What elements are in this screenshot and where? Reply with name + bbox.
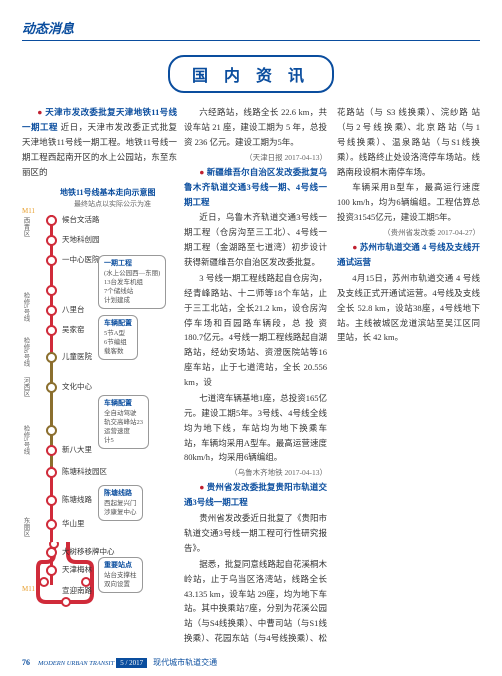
body-text: 六经路站，线路全长 22.6 km，共设车站 21 座，建设工期为 5 年，总投…	[184, 105, 327, 150]
body-text: 车辆采用B型车，最高运行速度 100 km/h，均为6辆编组。工程估算总投资31…	[337, 180, 480, 225]
station-label: 天津梅林	[62, 564, 92, 575]
station-dot	[46, 255, 57, 266]
station-dot	[46, 547, 57, 558]
station-label: 吴家窑	[62, 324, 85, 335]
station-label: 陈塘线路	[62, 494, 92, 505]
article-headline: ● 贵州省发改委批复贵阳市轨道交通3号线一期工程	[184, 480, 327, 510]
station-dot	[46, 352, 57, 363]
station-label: 天地科创园	[62, 234, 100, 245]
metro-diagram: 地铁11号线基本走向示意图 最终站点以实际公示为准 宣迎南路 候台文活路天地科创…	[22, 177, 180, 667]
station-label: 一中心医院	[62, 254, 100, 265]
station-dot	[46, 285, 57, 296]
station-dot	[46, 495, 57, 506]
info-box: 一期工程(水上公园西—东丽)13台发车机组7个储线站计划建成	[98, 255, 166, 309]
source-text: （乌鲁木齐地铁 2017-04-13）	[184, 466, 327, 479]
station-label: 文化中心	[62, 381, 92, 392]
line-code: M11	[22, 207, 35, 215]
station-label: 华山里	[62, 518, 85, 529]
info-box: 陈塘线路西起复兴门涉康复中心	[98, 485, 143, 521]
body-text: 贵州省发改委近日批复了《贵阳市轨道交通3号线一期工程可行性研究报告》。	[184, 511, 327, 556]
station-label: 八里台	[62, 304, 85, 315]
page-footer: 76 MODERN URBAN TRANSIT 5 / 2017 现代城市轨道交…	[22, 657, 217, 668]
info-box: 车辆配置5节A型6节编组载客数	[98, 315, 138, 360]
station-dot	[46, 445, 57, 456]
line-label: 西青区	[20, 217, 30, 237]
station-dot	[46, 467, 57, 478]
station-label: 候台文活路	[62, 214, 100, 225]
station-dot	[46, 382, 57, 393]
station-dot	[46, 235, 57, 246]
station-label: 陈塘科技园区	[62, 466, 107, 477]
issue-badge: 5 / 2017	[116, 658, 147, 668]
magazine-cn: 现代城市轨道交通	[153, 658, 217, 667]
line-label: 检修5号线	[20, 425, 30, 454]
line-label: 检修6号线	[20, 337, 30, 366]
magazine-name: MODERN URBAN TRANSIT	[38, 660, 114, 667]
first-column: ● 天津市发改委批复天津地铁11号线一期工程 近日，天津市发改委正式批复天津地铁…	[22, 105, 177, 179]
last-station: 宣迎南路	[62, 585, 92, 596]
line-label: 检修5号线	[20, 292, 30, 321]
body-text: 3 号线一期工程线路起自仓房沟，经青峰路站、十二师等18个车站，止于三工北站，全…	[184, 271, 327, 390]
body-text: 七道湾车辆基地1座，总投资165亿元。建设工期5年。3号线、4号线全线均为地下线…	[184, 391, 327, 465]
line-label: 东丽区	[20, 517, 30, 537]
source-text: （天津日报 2017-04-13）	[184, 151, 327, 164]
source-text: （贵州省发改委 2017-04-27）	[337, 226, 480, 239]
station-label: 大树移移牌中心	[62, 546, 115, 557]
page-number: 76	[22, 658, 30, 667]
diagram-title: 地铁11号线基本走向示意图	[60, 187, 156, 198]
line-label: 河西区	[20, 377, 30, 397]
article-headline: ● 新疆维吾尔自治区发改委批复乌鲁木齐轨道交通3号线一期、4号线一期工程	[184, 165, 327, 210]
station-dot	[46, 425, 57, 436]
section-header: 动态消息	[22, 18, 480, 41]
station-dot	[46, 519, 57, 530]
station-dot	[46, 305, 57, 316]
diagram-subtitle: 最终站点以实际公示为准	[74, 199, 151, 209]
text-columns: 六经路站，线路全长 22.6 km，共设车站 21 座，建设工期为 5 年，总投…	[184, 105, 480, 660]
page-title: 国 内 资 讯	[168, 55, 334, 93]
station-dot	[46, 215, 57, 226]
station-dot	[46, 325, 57, 336]
body-text: 近日，乌鲁木齐轨道交通3号线一期工程（仓房沟至三工北）、4号线一期工程（金湖路至…	[184, 210, 327, 270]
info-box: 重要站点站台支撑柱双向设置	[98, 557, 143, 593]
station-dot	[46, 565, 57, 576]
info-box: 车辆配置全自动驾驶轨交高峰站23运营速度计5	[98, 395, 149, 449]
title-container: 国 内 资 讯	[22, 55, 480, 93]
body-text: 4月15日，苏州市轨道交通 4 号线及支线正式开通试运营。4号线及支线全长 52…	[337, 271, 480, 345]
bullet-icon: ●	[37, 107, 42, 117]
station-label: 儿童医院	[62, 351, 92, 362]
station-label: 新八大里	[62, 444, 92, 455]
article-headline: ● 苏州市轨道交通 4 号线及支线开通试运营	[337, 240, 480, 270]
line-code: M11	[22, 585, 35, 593]
